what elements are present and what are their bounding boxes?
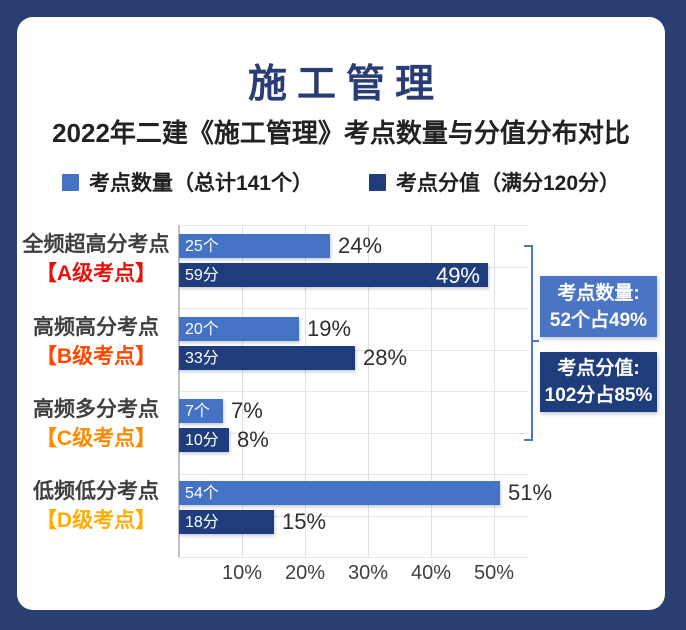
summary-box-score-value: 102分占85%: [544, 385, 653, 406]
category-name: 低频低分考点: [33, 480, 159, 503]
x-axis-tick-label: 30%: [347, 562, 389, 584]
x-axis-tick-label: 10%: [221, 562, 263, 584]
summary-box-count-value: 52个占49%: [549, 309, 648, 331]
x-axis-tick-label: 20%: [284, 562, 326, 584]
count-pct-label: 51%: [508, 480, 553, 505]
score-pct-label: 15%: [282, 509, 327, 534]
count-bar: 54个: [179, 481, 500, 505]
gridline-horizontal: [179, 225, 529, 226]
category-label: 全频超高分考点 【A级考点】: [19, 233, 173, 286]
count-bar: 25个: [179, 234, 330, 258]
count-bar-value: 54个: [185, 485, 219, 502]
bar-chart: 10% 20% 30% 40% 50% 全频超高分考点 【A级考点】 25个 24% 59分 49%…: [17, 17, 665, 610]
category-label: 低频低分考点 【D级考点】: [19, 480, 173, 533]
gridline-vertical: [431, 225, 432, 557]
summary-box-score: 考点分值: 102分占85%: [540, 352, 657, 412]
category-name: 高频多分考点: [33, 398, 159, 421]
count-bar-value: 7个: [185, 403, 210, 420]
summary-box-count-title: 考点数量:: [557, 282, 640, 304]
gridline-horizontal: [179, 432, 529, 434]
x-axis-tick-label: 50%: [473, 562, 515, 584]
category-level: 【B级考点】: [35, 345, 157, 368]
score-bar-value: 18分: [185, 514, 219, 531]
category-name: 高频高分考点: [33, 316, 159, 339]
count-bar: 20个: [179, 317, 299, 341]
gridline-vertical: [494, 225, 495, 557]
legend-item-count: 考点数量（总计141个）: [61, 167, 313, 197]
legend-label-score: 考点分值（满分120分）: [396, 172, 621, 195]
gridline-horizontal: [179, 391, 529, 392]
legend-item-score: 考点分值（满分120分）: [369, 167, 620, 197]
category-name: 全频超高分考点: [22, 233, 170, 256]
bracket: [524, 245, 533, 441]
gridline-vertical: [305, 225, 306, 557]
category-level: 【D级考点】: [35, 509, 157, 532]
category-level: 【A级考点】: [35, 262, 157, 285]
gridline-horizontal: [179, 515, 529, 517]
count-bar-value: 20个: [185, 321, 219, 338]
gridline-vertical: [368, 225, 369, 557]
category-label: 高频多分考点 【C级考点】: [19, 398, 173, 451]
count-bar: 7个: [179, 399, 223, 423]
infographic-card: 施工管理 2022年二建《施工管理》考点数量与分值分布对比 考点数量（总计141…: [17, 17, 665, 610]
score-bar: 59分 49%: [179, 263, 488, 288]
x-axis-tick-label: 40%: [410, 562, 452, 584]
gridline-horizontal: [179, 557, 529, 558]
chart-subtitle: 2022年二建《施工管理》考点数量与分值分布对比: [52, 118, 630, 148]
score-bar-value: 59分: [185, 267, 219, 284]
category-label: 高频高分考点 【B级考点】: [19, 316, 173, 369]
gridline-horizontal: [179, 308, 529, 309]
score-bar-value: 10分: [185, 432, 219, 449]
score-bar-value: 33分: [185, 350, 219, 367]
score-bar: 18分: [179, 510, 274, 534]
count-bar-value: 25个: [185, 238, 219, 255]
page-title: 施工管理: [247, 63, 444, 106]
score-pct-label: 8%: [237, 427, 269, 452]
y-axis-line: [178, 225, 180, 557]
summary-box-score-title: 考点分值:: [557, 358, 640, 379]
category-level: 【C级考点】: [35, 427, 157, 450]
bracket-pointer: [533, 340, 539, 342]
count-pct-label: 24%: [338, 233, 383, 258]
score-bar: 10分: [179, 428, 229, 452]
score-bar: 33分: [179, 346, 355, 370]
gridline-vertical: [242, 225, 243, 557]
legend-label-count: 考点数量（总计141个）: [88, 172, 313, 195]
gridline-horizontal: [179, 474, 529, 475]
summary-box-count: 考点数量: 52个占49%: [540, 276, 657, 337]
legend-swatch-count-icon: [61, 173, 79, 191]
legend-swatch-score-icon: [369, 173, 386, 191]
score-pct-label: 28%: [363, 345, 408, 370]
count-pct-label: 19%: [307, 316, 352, 341]
count-pct-label: 7%: [231, 398, 263, 423]
chart-legend: 考点数量（总计141个） 考点分值（满分120分）: [17, 167, 665, 197]
score-pct-label: 49%: [435, 263, 480, 288]
